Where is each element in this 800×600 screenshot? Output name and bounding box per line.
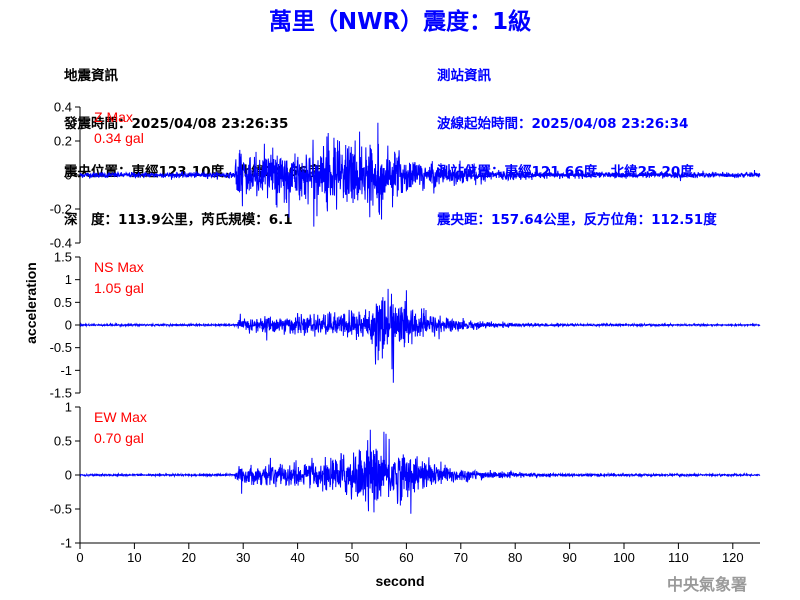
ns-y-tick-label: 0: [65, 318, 72, 333]
ew-y-tick-label: -0.5: [50, 502, 72, 517]
z-y-tick-label: 0.4: [54, 100, 72, 115]
origin-time: 發震時間：2025/04/08 23:26:35: [64, 116, 289, 132]
x-tick-label: 0: [76, 550, 83, 565]
x-tick-label: 120: [722, 550, 744, 565]
x-tick-label: 70: [454, 550, 468, 565]
ew-trace: [79, 429, 761, 514]
ns-y-tick-label: -1: [60, 363, 72, 378]
ns-y-tick-label: 1.5: [54, 250, 72, 265]
ns-trace: [79, 288, 761, 383]
ns-y-tick-label: 0.5: [54, 295, 72, 310]
x-tick-label: 80: [508, 550, 522, 565]
ew-y-tick-label: 0.5: [54, 434, 72, 449]
earthquake-info-heading: 地震資訊: [64, 68, 118, 84]
z-max-label: Z Max: [94, 109, 133, 125]
x-tick-label: 90: [562, 550, 576, 565]
x-tick-label: 50: [345, 550, 359, 565]
x-tick-label: 60: [399, 550, 413, 565]
ns-max-value: 1.05 gal: [94, 280, 144, 296]
z-y-tick-label: -0.2: [50, 202, 72, 217]
ns-y-tick-label: -1.5: [50, 386, 72, 401]
station-info: 測站資訊 波線起始時間：2025/04/08 23:26:34 測站位置：東經1…: [437, 36, 717, 244]
ns-max-label: NS Max: [94, 259, 144, 275]
z-max-value: 0.34 gal: [94, 130, 144, 146]
x-axis-label: second: [375, 573, 424, 589]
z-y-tick-label: -0.4: [50, 236, 72, 251]
page-title: 萬里（NWR）震度：1級: [268, 9, 532, 35]
z-trace: [79, 122, 761, 227]
depth-magnitude: 深 度：113.9公里，芮氏規模：6.1: [64, 212, 293, 228]
x-tick-label: 30: [236, 550, 250, 565]
ew-y-tick-label: 1: [65, 400, 72, 415]
ew-y-tick-label: -1: [60, 536, 72, 551]
distance-azimuth: 震央距：157.64公里，反方位角：112.51度: [437, 212, 717, 228]
z-y-tick-label: 0.2: [54, 134, 72, 149]
cwa-watermark: 中央氣象署: [666, 575, 747, 594]
z-y-tick-label: 0: [65, 168, 72, 183]
ew-y-tick-label: 0: [65, 468, 72, 483]
station-info-heading: 測站資訊: [437, 68, 491, 84]
wave-start-time: 波線起始時間：2025/04/08 23:26:34: [437, 116, 689, 132]
x-tick-label: 20: [182, 550, 196, 565]
ns-y-tick-label: 1: [65, 272, 72, 287]
y-axis-label: acceleration: [23, 262, 39, 344]
ns-y-tick-label: -0.5: [50, 340, 72, 355]
ew-max-value: 0.70 gal: [94, 430, 144, 446]
x-tick-label: 110: [668, 550, 689, 565]
ew-max-label: EW Max: [94, 409, 147, 425]
x-tick-label: 10: [127, 550, 141, 565]
x-tick-label: 40: [290, 550, 304, 565]
x-tick-label: 100: [613, 550, 635, 565]
